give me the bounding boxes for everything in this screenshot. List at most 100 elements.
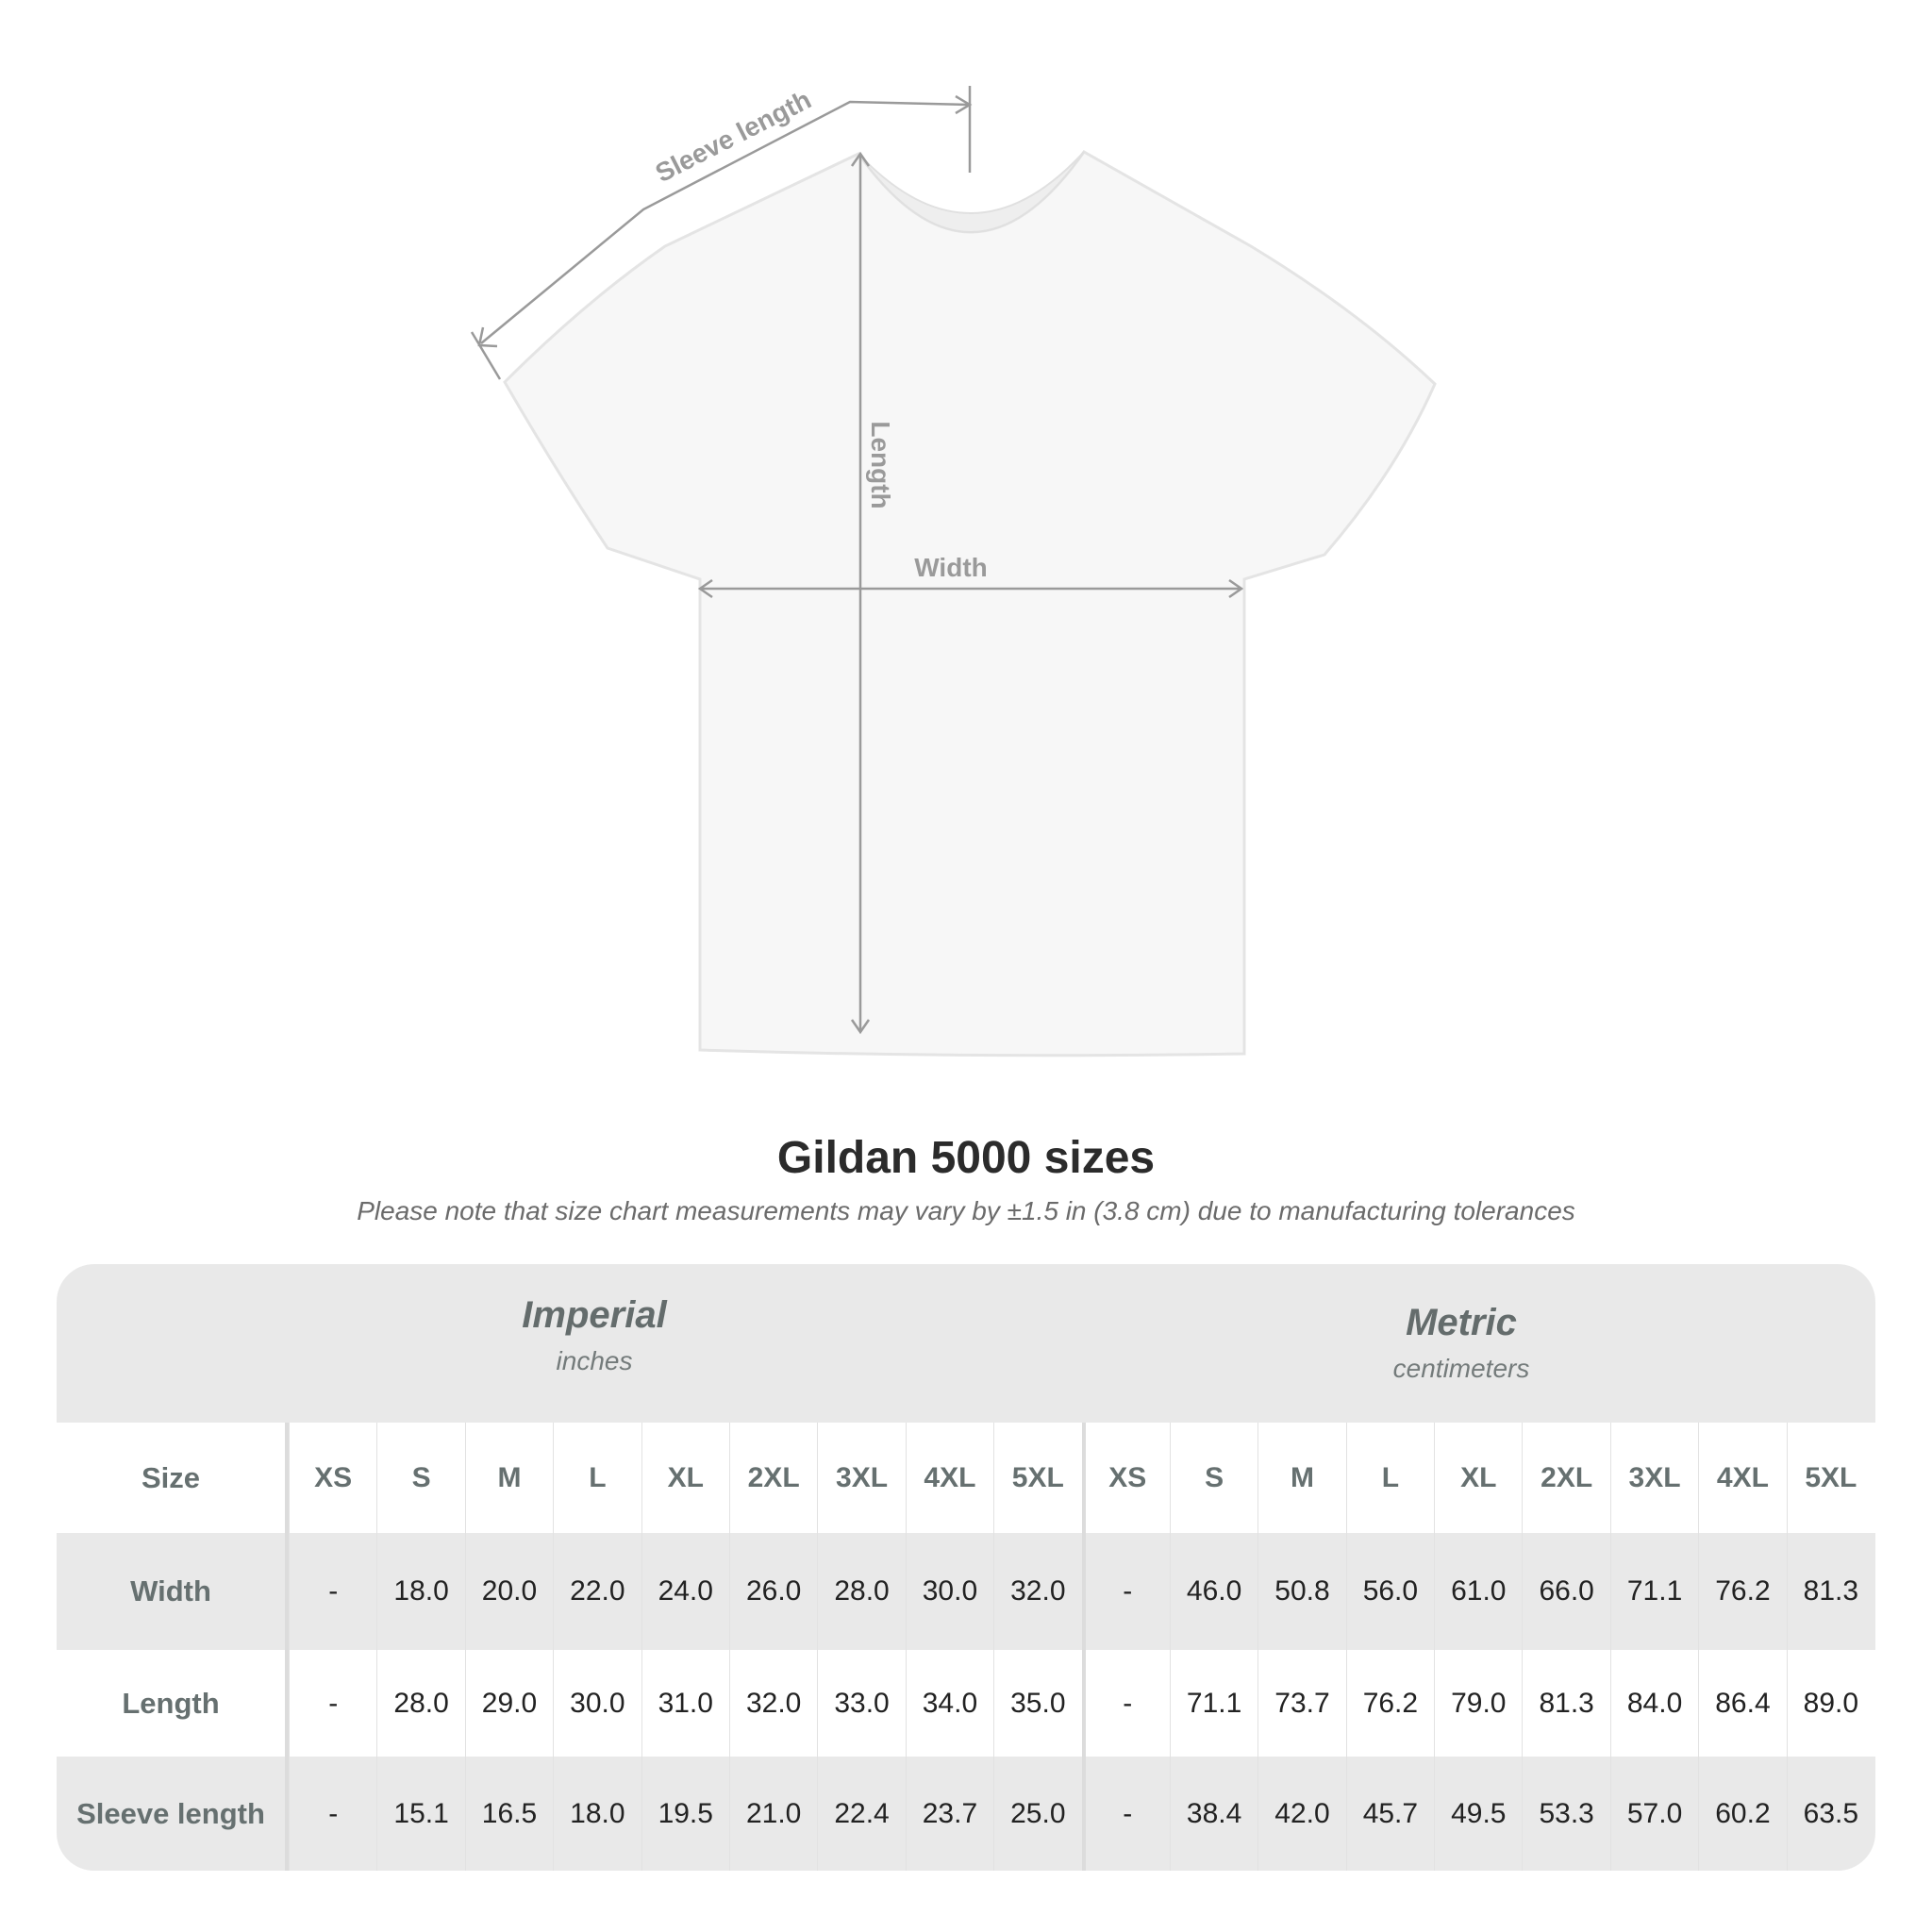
metric-value-cell: 66.0 (1522, 1533, 1609, 1650)
metric-value-cell: 49.5 (1434, 1757, 1522, 1871)
imperial-value-cell: 20.0 (464, 1533, 553, 1650)
imperial-value-cell: 32.0 (993, 1533, 1081, 1650)
imperial-size-header: XL (641, 1423, 729, 1533)
imperial-value-cell: 31.0 (641, 1650, 729, 1757)
imperial-value-cell: 18.0 (553, 1757, 641, 1871)
table-row: Length -28.0 29.0 30.0 31.0 32.0 33.0 34.0 35.0-… (57, 1650, 1875, 1757)
length-label: Length (866, 421, 895, 508)
metric-value-cell: - (1081, 1650, 1170, 1757)
imperial-value-cell: - (289, 1757, 376, 1871)
metric-value-cell: 81.3 (1522, 1650, 1609, 1757)
length-arrow-top (850, 151, 871, 167)
metric-unit: centimeters (1392, 1354, 1530, 1383)
metric-size-header: M (1257, 1423, 1345, 1533)
metric-value-cell: 53.3 (1522, 1757, 1609, 1871)
size-header-label: Size (57, 1423, 289, 1533)
tshirt-illustration (503, 150, 1437, 1058)
sleeve-start-tick (470, 331, 502, 380)
metric-value-cell: 76.2 (1698, 1533, 1786, 1650)
imperial-value-cell: 34.0 (905, 1650, 993, 1757)
imperial-size-header: L (553, 1423, 641, 1533)
row-label: Sleeve length (57, 1757, 289, 1871)
imperial-value-cell: 33.0 (817, 1650, 905, 1757)
imperial-size-header: S (376, 1423, 464, 1533)
tshirt-measurement-diagram: Sleeve length Length Width (470, 85, 1437, 1058)
metric-size-header: 2XL (1522, 1423, 1609, 1533)
metric-value-cell: 60.2 (1698, 1757, 1786, 1871)
metric-value-cell: 57.0 (1609, 1757, 1698, 1871)
metric-value-cell: 56.0 (1345, 1533, 1434, 1650)
metric-value-cell: 45.7 (1345, 1757, 1434, 1871)
imperial-value-cell: 30.0 (553, 1650, 641, 1757)
metric-value-cell: 79.0 (1434, 1650, 1522, 1757)
imperial-value-cell: 23.7 (905, 1757, 993, 1871)
metric-title: Metric (1406, 1302, 1517, 1343)
metric-value-cell: 86.4 (1698, 1650, 1786, 1757)
imperial-value-cell: 30.0 (905, 1533, 993, 1650)
metric-value-cell: - (1081, 1533, 1170, 1650)
imperial-value-cell: - (289, 1650, 376, 1757)
imperial-size-header: XS (289, 1423, 376, 1533)
metric-value-cell: 63.5 (1786, 1757, 1874, 1871)
length-arrow-bottom (850, 1019, 871, 1035)
metric-size-header: XL (1434, 1423, 1522, 1533)
imperial-value-cell: 19.5 (641, 1757, 729, 1871)
imperial-value-cell: 35.0 (993, 1650, 1081, 1757)
sleeve-arrow-left (477, 326, 498, 348)
imperial-value-cell: 15.1 (376, 1757, 464, 1871)
imperial-value-cell: 29.0 (464, 1650, 553, 1757)
metric-value-cell: 38.4 (1169, 1757, 1257, 1871)
metric-size-header: L (1345, 1423, 1434, 1533)
metric-size-header: 4XL (1698, 1423, 1786, 1533)
metric-value-cell: 89.0 (1786, 1650, 1874, 1757)
width-arrow-left (697, 578, 713, 599)
imperial-value-cell: - (289, 1533, 376, 1650)
metric-value-cell: 73.7 (1257, 1650, 1345, 1757)
imperial-value-cell: 28.0 (817, 1533, 905, 1650)
width-label: Width (914, 553, 988, 582)
page-title: Gildan 5000 sizes (776, 1133, 1156, 1183)
table-row: Sleeve length -15.1 16.5 18.0 19.5 21.0 22.4 23… (57, 1757, 1875, 1871)
imperial-value-cell: 26.0 (728, 1533, 817, 1650)
imperial-value-cell: 22.0 (553, 1533, 641, 1650)
imperial-value-cell: 24.0 (641, 1533, 729, 1650)
metric-size-header: S (1169, 1423, 1257, 1533)
metric-value-cell: 61.0 (1434, 1533, 1522, 1650)
imperial-value-cell: 18.0 (376, 1533, 464, 1650)
metric-size-header: 3XL (1609, 1423, 1698, 1533)
metric-value-cell: 46.0 (1169, 1533, 1257, 1650)
row-label: Width (57, 1533, 289, 1650)
metric-value-cell: 71.1 (1609, 1533, 1698, 1650)
imperial-value-cell: 32.0 (728, 1650, 817, 1757)
width-arrow-right (1228, 578, 1244, 599)
imperial-size-header: 3XL (817, 1423, 905, 1533)
size-table: Imperial inches Metric centimeters Size X… (57, 1264, 1875, 1871)
sleeve-arrow-right (955, 94, 973, 115)
metric-size-header: 5XL (1786, 1423, 1874, 1533)
header-band (57, 1264, 1875, 1423)
imperial-title: Imperial (522, 1294, 667, 1336)
row-label: Length (57, 1650, 289, 1757)
imperial-value-cell: 25.0 (993, 1757, 1081, 1871)
table-row: Width -18.0 20.0 22.0 24.0 26.0 28.0 30.0 32.0-4… (57, 1533, 1875, 1650)
metric-value-cell: 42.0 (1257, 1757, 1345, 1871)
imperial-value-cell: 21.0 (728, 1757, 817, 1871)
imperial-size-header: 2XL (728, 1423, 817, 1533)
sleeve-measure-line (480, 100, 971, 344)
row-band-sleeve (57, 1757, 1875, 1871)
imperial-size-header: 5XL (993, 1423, 1081, 1533)
metric-value-cell: 71.1 (1169, 1650, 1257, 1757)
imperial-value-cell: 28.0 (376, 1650, 464, 1757)
metric-size-header: XS (1081, 1423, 1170, 1533)
imperial-size-header: 4XL (905, 1423, 993, 1533)
imperial-unit: inches (556, 1346, 633, 1375)
tolerance-note: Please note that size chart measurements… (357, 1196, 1575, 1225)
imperial-size-header: M (464, 1423, 553, 1533)
metric-value-cell: 84.0 (1609, 1650, 1698, 1757)
metric-value-cell: - (1081, 1757, 1170, 1871)
imperial-value-cell: 22.4 (817, 1757, 905, 1871)
metric-value-cell: 50.8 (1257, 1533, 1345, 1650)
metric-value-cell: 76.2 (1345, 1650, 1434, 1757)
row-band-width (57, 1533, 1875, 1650)
imperial-header: Imperial inches (264, 1294, 924, 1376)
